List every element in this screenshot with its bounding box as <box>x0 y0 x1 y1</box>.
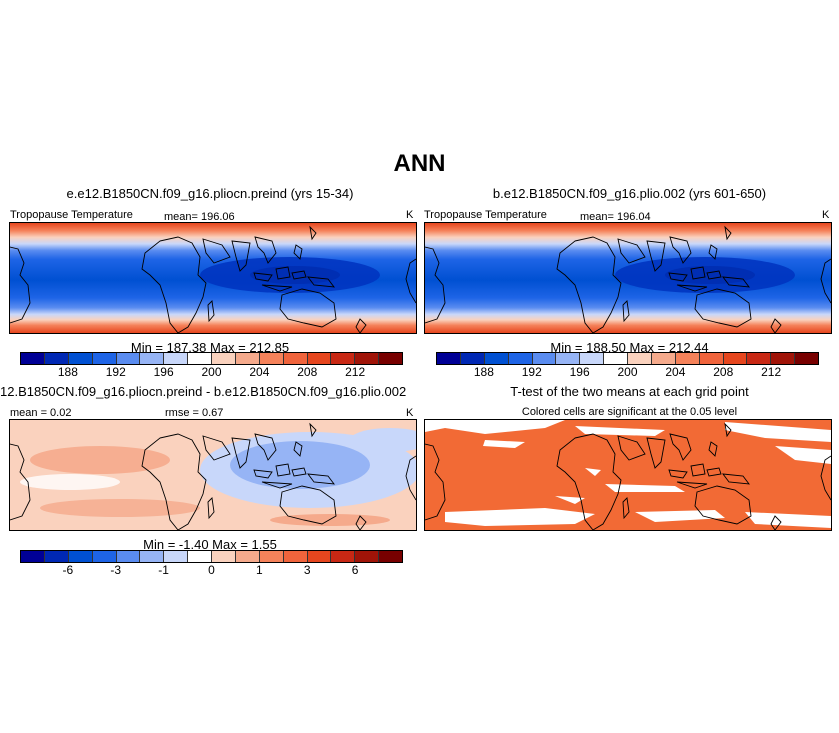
panel3-map <box>9 419 417 531</box>
panel1-colorbar-tick-label: 192 <box>105 365 126 379</box>
panel3-colorbar-tick-label: 3 <box>303 563 311 577</box>
panel2-colorbar-tick-label: 200 <box>617 365 638 379</box>
panel2-colorbar-swatch <box>484 353 509 364</box>
panel1-colorbar-swatch <box>259 353 284 364</box>
figure-title: ANN <box>393 150 446 177</box>
panel1-colorbar-swatch <box>68 353 93 364</box>
panel1-colorbar-tick-label: 196 <box>153 365 174 379</box>
panel1-colorbar-swatch <box>212 353 236 364</box>
panel1-title: e.e12.B1850CN.f09_g16.pliocn.preind (yrs… <box>66 186 354 201</box>
panel1-colorbar-swatch <box>140 353 165 364</box>
panel3-colorbar-tick-label: -1 <box>158 563 169 577</box>
panel3-colorbar-tick-label: 1 <box>256 563 263 577</box>
panel2-colorbar-swatch <box>604 353 628 364</box>
panel1-units: K <box>406 209 414 221</box>
panel3-colorbar-swatch <box>164 551 189 562</box>
panel3-colorbar-swatch <box>331 551 356 562</box>
panel1-colorbar-swatch <box>188 353 212 364</box>
panel2-colorbar-tick-label: 204 <box>665 365 686 379</box>
panel3-colorbar-swatch <box>188 551 212 562</box>
panel2-colorbar-swatch <box>556 353 581 364</box>
panel1-colorbar-swatch <box>307 353 332 364</box>
panel2-colorbar-tick-label: 208 <box>713 365 734 379</box>
panel3-title: 12.B1850CN.f09_g16.pliocn.preind - b.e12… <box>0 384 407 399</box>
panel1-mean-label: mean= 196.06 <box>164 211 235 223</box>
panel2-colorbar-swatch <box>580 353 605 364</box>
panel4-map <box>424 419 832 531</box>
panel2-colorbar-tick-label: 192 <box>521 365 542 379</box>
panel2-colorbar-ticks: 188 192 196 200 204 208 212 <box>436 365 819 381</box>
panel2-minmax: Min = 188.50 Max = 212.44 <box>550 340 709 355</box>
panel3-colorbar-swatch <box>21 551 45 562</box>
panel3-colorbar <box>20 550 403 563</box>
panel3-colorbar-tick-label: 0 <box>208 563 215 577</box>
panel3-colorbar-swatch <box>116 551 141 562</box>
panel2-colorbar-swatch <box>747 353 772 364</box>
panel3-colorbar-swatch <box>44 551 69 562</box>
panel1-colorbar <box>20 352 403 365</box>
panel3-colorbar-swatch <box>140 551 165 562</box>
panel3-colorbar-swatch <box>68 551 93 562</box>
panel2-colorbar-swatch <box>508 353 533 364</box>
panel1-colorbar-swatch <box>235 353 260 364</box>
panel2-variable-label: Tropopause Temperature <box>424 209 547 221</box>
panel1-colorbar-swatch <box>379 353 402 364</box>
panel3-colorbar-tick-label: 6 <box>351 563 359 577</box>
panel3-colorbar-swatch <box>379 551 402 562</box>
panel1-colorbar-swatch <box>355 353 380 364</box>
panel3-colorbar-swatch <box>355 551 380 562</box>
panel2-mean-label: mean= 196.04 <box>580 211 651 223</box>
panel3-colorbar-tick-label: -3 <box>110 563 122 577</box>
panel1-colorbar-ticks: 188 192 196 200 204 208 212 <box>20 365 403 381</box>
panel1-colorbar-tick-label: 212 <box>345 365 366 379</box>
panel4-title: T-test of the two means at each grid poi… <box>510 384 749 399</box>
panel1-colorbar-tick-label: 188 <box>57 365 78 379</box>
panel3-colorbar-swatch <box>235 551 260 562</box>
panel3-mean-label: mean = 0.02 <box>10 407 72 419</box>
panel2-colorbar-swatch <box>651 353 676 364</box>
panel2-colorbar-tick-label: 188 <box>473 365 494 379</box>
panel3-colorbar-swatch <box>259 551 284 562</box>
panel1-colorbar-swatch <box>283 353 308 364</box>
panel1-colorbar-swatch <box>331 353 356 364</box>
panel4-subtitle: Colored cells are significant at the 0.0… <box>521 406 738 418</box>
panel3-colorbar-tick-label: -6 <box>62 563 74 577</box>
panel2-colorbar-swatch <box>795 353 818 364</box>
panel3-units: K <box>406 407 414 419</box>
panel2-title: b.e12.B1850CN.f09_g16.plio.002 (yrs 601-… <box>492 186 767 201</box>
panel3-colorbar-swatch <box>92 551 117 562</box>
panel1-colorbar-swatch <box>164 353 189 364</box>
panel2-colorbar-swatch <box>675 353 700 364</box>
panel3-colorbar-swatch <box>283 551 308 562</box>
panel3-colorbar-swatch <box>307 551 332 562</box>
panel1-colorbar-tick-label: 200 <box>201 365 222 379</box>
panel3-colorbar-ticks: -6 -3 -1 0 1 3 6 <box>20 563 403 579</box>
panel2-colorbar-tick-label: 212 <box>761 365 782 379</box>
panel2-colorbar-swatch <box>699 353 724 364</box>
panel3-colorbar-swatch <box>212 551 236 562</box>
panel2-colorbar-tick-label: 196 <box>569 365 590 379</box>
panel1-colorbar-swatch <box>21 353 45 364</box>
panel2-map <box>424 222 832 334</box>
panel1-map <box>9 222 417 334</box>
panel2-colorbar-swatch <box>771 353 796 364</box>
panel1-colorbar-swatch <box>44 353 69 364</box>
panel2-colorbar-swatch <box>460 353 485 364</box>
panel2-colorbar <box>436 352 819 365</box>
panel1-colorbar-swatch <box>116 353 141 364</box>
panel3-minmax: Min = -1.40 Max = 1.55 <box>143 537 277 552</box>
panel2-colorbar-swatch <box>532 353 557 364</box>
panel1-colorbar-tick-label: 208 <box>297 365 318 379</box>
panel2-colorbar-swatch <box>437 353 461 364</box>
panel2-colorbar-swatch <box>723 353 748 364</box>
panel2-colorbar-swatch <box>628 353 652 364</box>
panel1-variable-label: Tropopause Temperature <box>10 209 133 221</box>
panel2-units: K <box>822 209 830 221</box>
panel1-colorbar-swatch <box>92 353 117 364</box>
panel1-minmax: Min = 187.38 Max = 212.85 <box>130 340 290 355</box>
panel1-colorbar-tick-label: 204 <box>249 365 270 379</box>
panel3-rmse-label: rmse = 0.67 <box>165 407 224 419</box>
